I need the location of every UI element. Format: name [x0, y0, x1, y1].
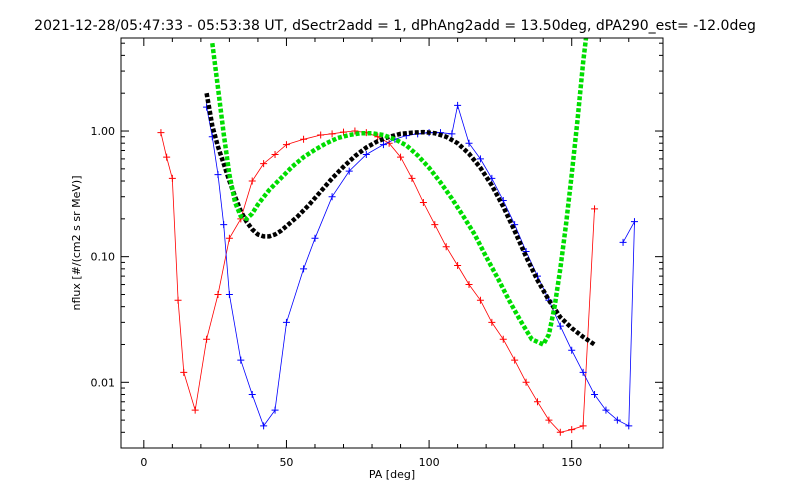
blue-data-point [271, 406, 279, 414]
x-tick-label: 0 [140, 456, 147, 469]
red-data-point [488, 318, 496, 326]
x-tick-label: 50 [279, 456, 293, 469]
blue-data-point [465, 139, 473, 147]
red-data-point [260, 160, 268, 168]
red-data-point [163, 153, 171, 161]
blue-data-point [260, 422, 268, 430]
red-data-point [568, 426, 576, 434]
red-data-point [374, 133, 382, 141]
axes: 0 50 100 150 0.01 0.10 1.00 [91, 38, 663, 469]
red-data-point [180, 368, 188, 376]
blue-data-point [476, 155, 484, 163]
blue-data-point [591, 390, 599, 398]
blue-data-point [248, 390, 256, 398]
red-data-point [317, 131, 325, 139]
red-data-point [191, 406, 199, 414]
red-data-point [203, 335, 211, 343]
red-data-point [476, 296, 484, 304]
blue-data-point [379, 141, 387, 149]
x-tick-label: 100 [419, 456, 440, 469]
green-fit-curve [210, 37, 589, 347]
red-data-point [168, 174, 176, 182]
red-data-point [431, 221, 439, 229]
blue-data-point [448, 130, 456, 138]
red-data-point [499, 335, 507, 343]
blue-data-point [225, 290, 233, 298]
blue-data-point [619, 238, 627, 246]
red-data-point [408, 174, 416, 182]
red-data-point [522, 378, 530, 386]
blue-data-point [602, 406, 610, 414]
blue-data-point [300, 265, 308, 273]
blue-data-point [568, 346, 576, 354]
blue-data-point [579, 368, 587, 376]
plot-marks [157, 37, 638, 436]
red-data-point [397, 153, 405, 161]
black-fit-curve [204, 92, 596, 347]
y-tick-label: 0.10 [91, 251, 116, 264]
red-data-point [591, 205, 599, 213]
blue-data-point [282, 318, 290, 326]
y-axis-label: nflux [#/(cm2 s sr MeV)] [70, 176, 83, 311]
red-data-point [579, 422, 587, 430]
blue-series-line [206, 105, 635, 427]
blue-data-point [454, 101, 462, 109]
blue-data-point [311, 234, 319, 242]
blue-data-point [613, 416, 621, 424]
blue-data-point [237, 356, 245, 364]
red-data-point [545, 416, 553, 424]
y-tick-label: 0.01 [91, 376, 116, 389]
plot-frame [120, 37, 664, 449]
red-data-point [157, 129, 165, 137]
red-data-point [465, 281, 473, 289]
chart-title: 2021-12-28/05:47:33 - 05:53:38 UT, dSect… [34, 18, 756, 34]
x-tick-label: 150 [561, 456, 582, 469]
red-data-point [282, 141, 290, 149]
x-axis-label: PA [deg] [369, 468, 415, 481]
red-data-point [556, 428, 564, 436]
red-data-point [328, 130, 336, 138]
red-data-point [351, 127, 359, 135]
red-data-point [511, 356, 519, 364]
red-data-point [419, 198, 427, 206]
red-data-point [442, 243, 450, 251]
blue-data-point [625, 422, 633, 430]
blue-data-point [220, 221, 228, 229]
red-data-point [454, 262, 462, 270]
red-data-point [271, 151, 279, 159]
red-data-point [225, 234, 233, 242]
red-data-point [174, 296, 182, 304]
red-data-point [248, 177, 256, 185]
blue-data-point [345, 167, 353, 175]
blue-data-point [362, 151, 370, 159]
blue-data-point [630, 218, 638, 226]
red-data-point [214, 290, 222, 298]
red-data-point [300, 135, 308, 143]
red-data-point [533, 398, 541, 406]
blue-data-point [214, 171, 222, 179]
red-series-line [160, 130, 595, 433]
y-tick-label: 1.00 [91, 125, 116, 138]
blue-data-point [328, 193, 336, 201]
blue-data-point [556, 322, 564, 330]
